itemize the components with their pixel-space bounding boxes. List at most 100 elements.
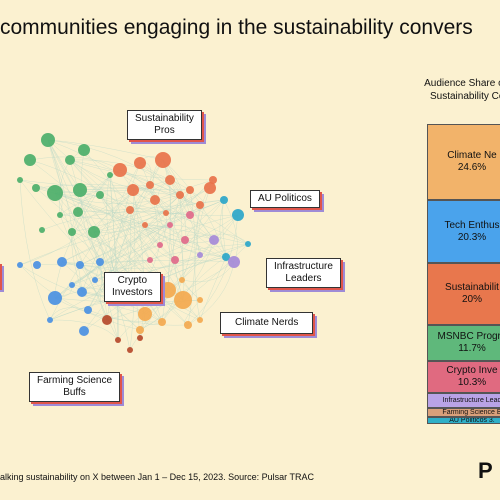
share-segment: Infrastructure Lead bbox=[427, 393, 500, 408]
network-node bbox=[136, 326, 144, 334]
label-au-politicos: AU Politicos bbox=[250, 190, 320, 208]
label-crypto-investors: Crypto Investors bbox=[104, 272, 161, 302]
network-node bbox=[113, 163, 127, 177]
network-node bbox=[47, 317, 53, 323]
network-node bbox=[196, 201, 204, 209]
network-node bbox=[186, 211, 194, 219]
network-node bbox=[232, 209, 244, 221]
network-node bbox=[158, 318, 166, 326]
network-node bbox=[157, 242, 163, 248]
label-farming-science-buffs: Farming Science Buffs bbox=[29, 372, 121, 402]
network-node bbox=[79, 326, 89, 336]
network-node bbox=[209, 176, 217, 184]
network-node bbox=[65, 155, 75, 165]
network-node bbox=[181, 236, 189, 244]
network-node bbox=[186, 186, 194, 194]
pulsar-logo: P bbox=[478, 458, 493, 483]
share-segment-value: 24.6% bbox=[457, 162, 487, 173]
network-node bbox=[126, 206, 134, 214]
share-segment-label: Climate Ne bbox=[447, 150, 497, 161]
label-infrastructure-leaders: Infrastructure Leaders bbox=[266, 258, 341, 288]
network-node bbox=[163, 210, 169, 216]
network-node bbox=[197, 252, 203, 258]
network-node bbox=[102, 315, 112, 325]
community-network bbox=[17, 133, 251, 353]
network-node bbox=[137, 335, 143, 341]
network-node bbox=[77, 287, 87, 297]
network-node bbox=[47, 185, 63, 201]
network-node bbox=[57, 212, 63, 218]
share-segment-label: Sustainabilit bbox=[445, 282, 499, 293]
network-node bbox=[92, 277, 98, 283]
share-segment-label: Infrastructure Lead bbox=[442, 396, 500, 404]
network-node bbox=[41, 133, 55, 147]
network-node bbox=[184, 321, 192, 329]
network-edges bbox=[19, 139, 249, 351]
network-node bbox=[24, 154, 36, 166]
network-node bbox=[165, 175, 175, 185]
network-node bbox=[155, 152, 171, 168]
network-node bbox=[73, 183, 87, 197]
network-node bbox=[147, 257, 153, 263]
share-segment: AU Politicos 3. bbox=[427, 417, 500, 424]
share-segment: Sustainabilit 20% bbox=[427, 263, 500, 325]
share-segment: Tech Enthus 20.3% bbox=[427, 200, 500, 263]
network-node bbox=[127, 347, 133, 353]
network-node bbox=[78, 144, 90, 156]
network-node bbox=[245, 241, 251, 247]
network-node bbox=[57, 257, 67, 267]
network-node bbox=[33, 261, 41, 269]
label-sustainability-pros: Sustainability Pros bbox=[127, 110, 202, 140]
network-node bbox=[197, 317, 203, 323]
network-node bbox=[84, 306, 92, 314]
network-node bbox=[115, 337, 121, 343]
network-node bbox=[69, 282, 75, 288]
network-node bbox=[88, 226, 100, 238]
share-segment-label: Farming Science B bbox=[442, 408, 500, 416]
footer-source: alking sustainability on X between Jan 1… bbox=[0, 472, 315, 482]
network-node bbox=[150, 195, 160, 205]
share-segment-label: MSNBC Progre bbox=[437, 331, 500, 342]
network-node bbox=[174, 291, 192, 309]
share-segment-value: 20.3% bbox=[457, 231, 487, 243]
network-node bbox=[39, 227, 45, 233]
share-segment: Farming Science B bbox=[427, 408, 500, 417]
page-title: communities engaging in the sustainabili… bbox=[0, 16, 473, 39]
share-segment-value: 11.7% bbox=[458, 343, 486, 354]
network-node bbox=[197, 297, 203, 303]
network-node bbox=[73, 207, 83, 217]
share-segment-label: Tech Enthus bbox=[444, 219, 500, 231]
network-node bbox=[96, 191, 104, 199]
network-node bbox=[204, 182, 216, 194]
network-node bbox=[138, 307, 152, 321]
network-node bbox=[68, 228, 76, 236]
share-segment-label: Crypto Inve bbox=[446, 365, 498, 376]
share-segment-value: 10.3% bbox=[457, 377, 487, 388]
network-node bbox=[209, 235, 219, 245]
network-node bbox=[127, 184, 139, 196]
network-node bbox=[160, 282, 176, 298]
network-node bbox=[17, 177, 23, 183]
network-node bbox=[17, 262, 23, 268]
network-node bbox=[107, 172, 113, 178]
network-node bbox=[32, 184, 40, 192]
network-node bbox=[146, 181, 154, 189]
network-node bbox=[179, 277, 185, 283]
share-segment: Climate Ne 24.6% bbox=[427, 124, 500, 200]
network-node bbox=[220, 196, 228, 204]
share-chart-title: Audience Share of V Sustainability Con bbox=[424, 78, 500, 102]
network-node bbox=[134, 157, 146, 169]
share-segment-label: AU Politicos 3. bbox=[449, 417, 495, 424]
network-node bbox=[171, 256, 179, 264]
network-node bbox=[48, 291, 62, 305]
share-segment: Crypto Inve 10.3% bbox=[427, 361, 500, 393]
network-node bbox=[76, 261, 84, 269]
network-node bbox=[222, 253, 230, 261]
share-segment-value: 20% bbox=[461, 294, 482, 305]
network-node bbox=[142, 222, 148, 228]
network-node bbox=[167, 222, 173, 228]
network-node bbox=[176, 191, 184, 199]
network-node bbox=[96, 258, 104, 266]
label-climate-nerds: Climate Nerds bbox=[220, 312, 314, 334]
network-node bbox=[228, 256, 240, 268]
